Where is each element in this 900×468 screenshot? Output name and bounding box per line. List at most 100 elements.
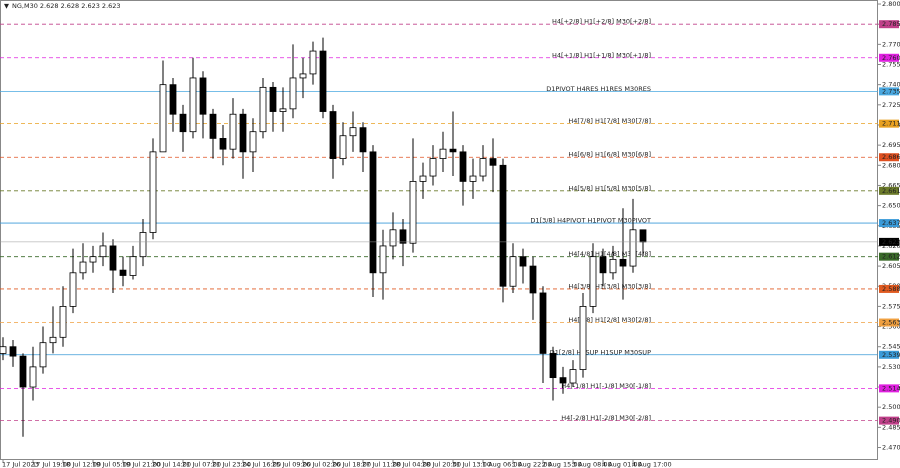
level-tag bbox=[879, 119, 899, 128]
level-tag bbox=[879, 416, 899, 425]
level-tag bbox=[879, 53, 899, 62]
level-tag bbox=[879, 252, 899, 261]
level-tag bbox=[879, 384, 899, 393]
level-tag bbox=[879, 318, 899, 327]
current-price-tag bbox=[879, 237, 899, 246]
level-label: H4[+2/8] H1[+2/8] M30[+2/8] bbox=[552, 18, 651, 26]
candle-body bbox=[169, 84, 177, 115]
level-tag-label: 2.760 bbox=[882, 54, 900, 62]
level-label: H4[+1/8] H1[+1/8] M30[+1/8] bbox=[552, 51, 651, 59]
x-tick-label: 4 Aug 01:00 bbox=[602, 461, 642, 468]
y-tick-label: 2.485 bbox=[882, 423, 900, 431]
x-tick-label: 26 Jul 02:00 bbox=[302, 461, 341, 468]
level-label: H4[7/8] H1[7/8] M30[7/8] bbox=[568, 117, 651, 125]
candle-body bbox=[609, 258, 617, 274]
candle-body bbox=[549, 353, 557, 379]
y-tick-label: 2.740 bbox=[882, 81, 900, 89]
level-label: H4[5/8] H1[5/8] M30[5/8] bbox=[568, 184, 651, 192]
level-label: D1[3/8] H4PIVOT H1PIVOT M30PIVOT bbox=[530, 217, 651, 225]
candle-body bbox=[469, 175, 477, 182]
candle-body bbox=[289, 77, 297, 110]
x-tick-label: 18 Jul 12:00 bbox=[62, 461, 101, 468]
candle-body bbox=[459, 151, 467, 182]
candle-body bbox=[239, 113, 247, 153]
candle-body bbox=[59, 305, 67, 338]
candle-body bbox=[579, 305, 587, 370]
candle-body bbox=[139, 232, 147, 258]
candle-body bbox=[49, 336, 57, 344]
candle-body bbox=[339, 135, 347, 159]
candle-body bbox=[0, 346, 7, 354]
candle-body bbox=[589, 256, 597, 307]
x-tick-label: 28 Jul 04:00 bbox=[392, 461, 431, 468]
candle-body bbox=[129, 256, 137, 276]
y-tick-label: 2.695 bbox=[882, 141, 900, 149]
candle-body bbox=[269, 86, 277, 112]
x-tick-label: 20 Jul 14:00 bbox=[152, 461, 191, 468]
candle-body bbox=[229, 113, 237, 150]
candle-body bbox=[299, 73, 307, 79]
x-tick-label: 19 Jul 05:00 bbox=[92, 461, 131, 468]
candle-body bbox=[69, 272, 77, 307]
level-tag bbox=[879, 219, 899, 228]
header: NG,M30 2.628 2.628 2.623 2.623 bbox=[12, 2, 121, 10]
level-tag bbox=[879, 350, 899, 359]
level-label: H4[-1/8] H1[-1/8] M30[-1/8] bbox=[561, 382, 651, 390]
x-tick-label: 2 Aug 15:00 bbox=[542, 461, 582, 468]
candle-body bbox=[79, 261, 87, 274]
level-tag-label: 2.588 bbox=[882, 285, 900, 293]
y-tick-label: 2.530 bbox=[882, 363, 900, 371]
level-label: D1[2/8] H4SUP H1SUP M30SUP bbox=[550, 348, 651, 356]
candle-body bbox=[149, 151, 157, 233]
y-tick-label: 2.545 bbox=[882, 343, 900, 351]
x-tick-label: 1 Aug 22:00 bbox=[512, 461, 552, 468]
y-tick-label: 2.770 bbox=[882, 40, 900, 48]
level-label: H4[4/8] H1[4/8] M30[4/8] bbox=[568, 250, 651, 258]
level-label: H4[-2/8] H1[-2/8] M30[-2/8] bbox=[561, 414, 651, 422]
x-tick-label: 24 Jul 16:00 bbox=[242, 461, 281, 468]
x-tick-label: 17 Jul 2023 bbox=[2, 461, 39, 468]
y-tick-label: 2.500 bbox=[882, 403, 900, 411]
candle-body bbox=[499, 164, 507, 287]
y-tick-label: 2.650 bbox=[882, 202, 900, 210]
candle-body bbox=[259, 86, 267, 133]
candle-body bbox=[489, 158, 497, 166]
level-tag bbox=[879, 87, 899, 96]
candle-body bbox=[99, 245, 107, 258]
candle-body bbox=[29, 366, 37, 388]
level-tag-label: 2.735 bbox=[882, 87, 900, 95]
x-tick-label: 25 Jul 09:00 bbox=[272, 461, 311, 468]
level-label: H4[2/8] H1[2/8] M30[2/8] bbox=[568, 316, 651, 324]
candle-body bbox=[409, 181, 417, 244]
y-tick-label: 2.605 bbox=[882, 262, 900, 270]
header-arrow: ▼ bbox=[4, 2, 9, 10]
level-tag-label: 2.612 bbox=[882, 253, 900, 261]
level-tag-label: 2.686 bbox=[882, 153, 900, 161]
x-tick-label: 21 Jul 23:00 bbox=[212, 461, 251, 468]
level-label: H4[3/8] H1[3/8] M30[3/8] bbox=[568, 282, 651, 290]
candle-body bbox=[619, 258, 627, 267]
x-tick-label: 1 Aug 06:00 bbox=[482, 461, 522, 468]
candle-body bbox=[449, 148, 457, 153]
y-tick-label: 2.665 bbox=[882, 181, 900, 189]
candle-body bbox=[389, 229, 397, 247]
x-tick-label: 31 Jul 13:00 bbox=[452, 461, 491, 468]
x-tick-label: 4 Aug 17:00 bbox=[632, 461, 672, 468]
candle-body bbox=[349, 127, 357, 137]
x-tick-label: 26 Jul 18:00 bbox=[332, 461, 371, 468]
candle-body bbox=[209, 113, 217, 139]
candle-body bbox=[639, 229, 647, 243]
x-tick-label: 17 Jul 19:00 bbox=[32, 461, 71, 468]
level-tag bbox=[879, 20, 899, 29]
candle-body bbox=[519, 256, 527, 267]
candle-body bbox=[509, 256, 517, 287]
y-tick-label: 2.620 bbox=[882, 242, 900, 250]
candle-body bbox=[569, 369, 577, 384]
candle-body bbox=[559, 377, 567, 384]
y-tick-label: 2.470 bbox=[882, 444, 900, 452]
candle-body bbox=[329, 111, 337, 159]
y-tick-label: 2.800 bbox=[882, 0, 900, 8]
level-tag-label: 2.490 bbox=[882, 417, 900, 425]
candle-body bbox=[119, 269, 127, 276]
